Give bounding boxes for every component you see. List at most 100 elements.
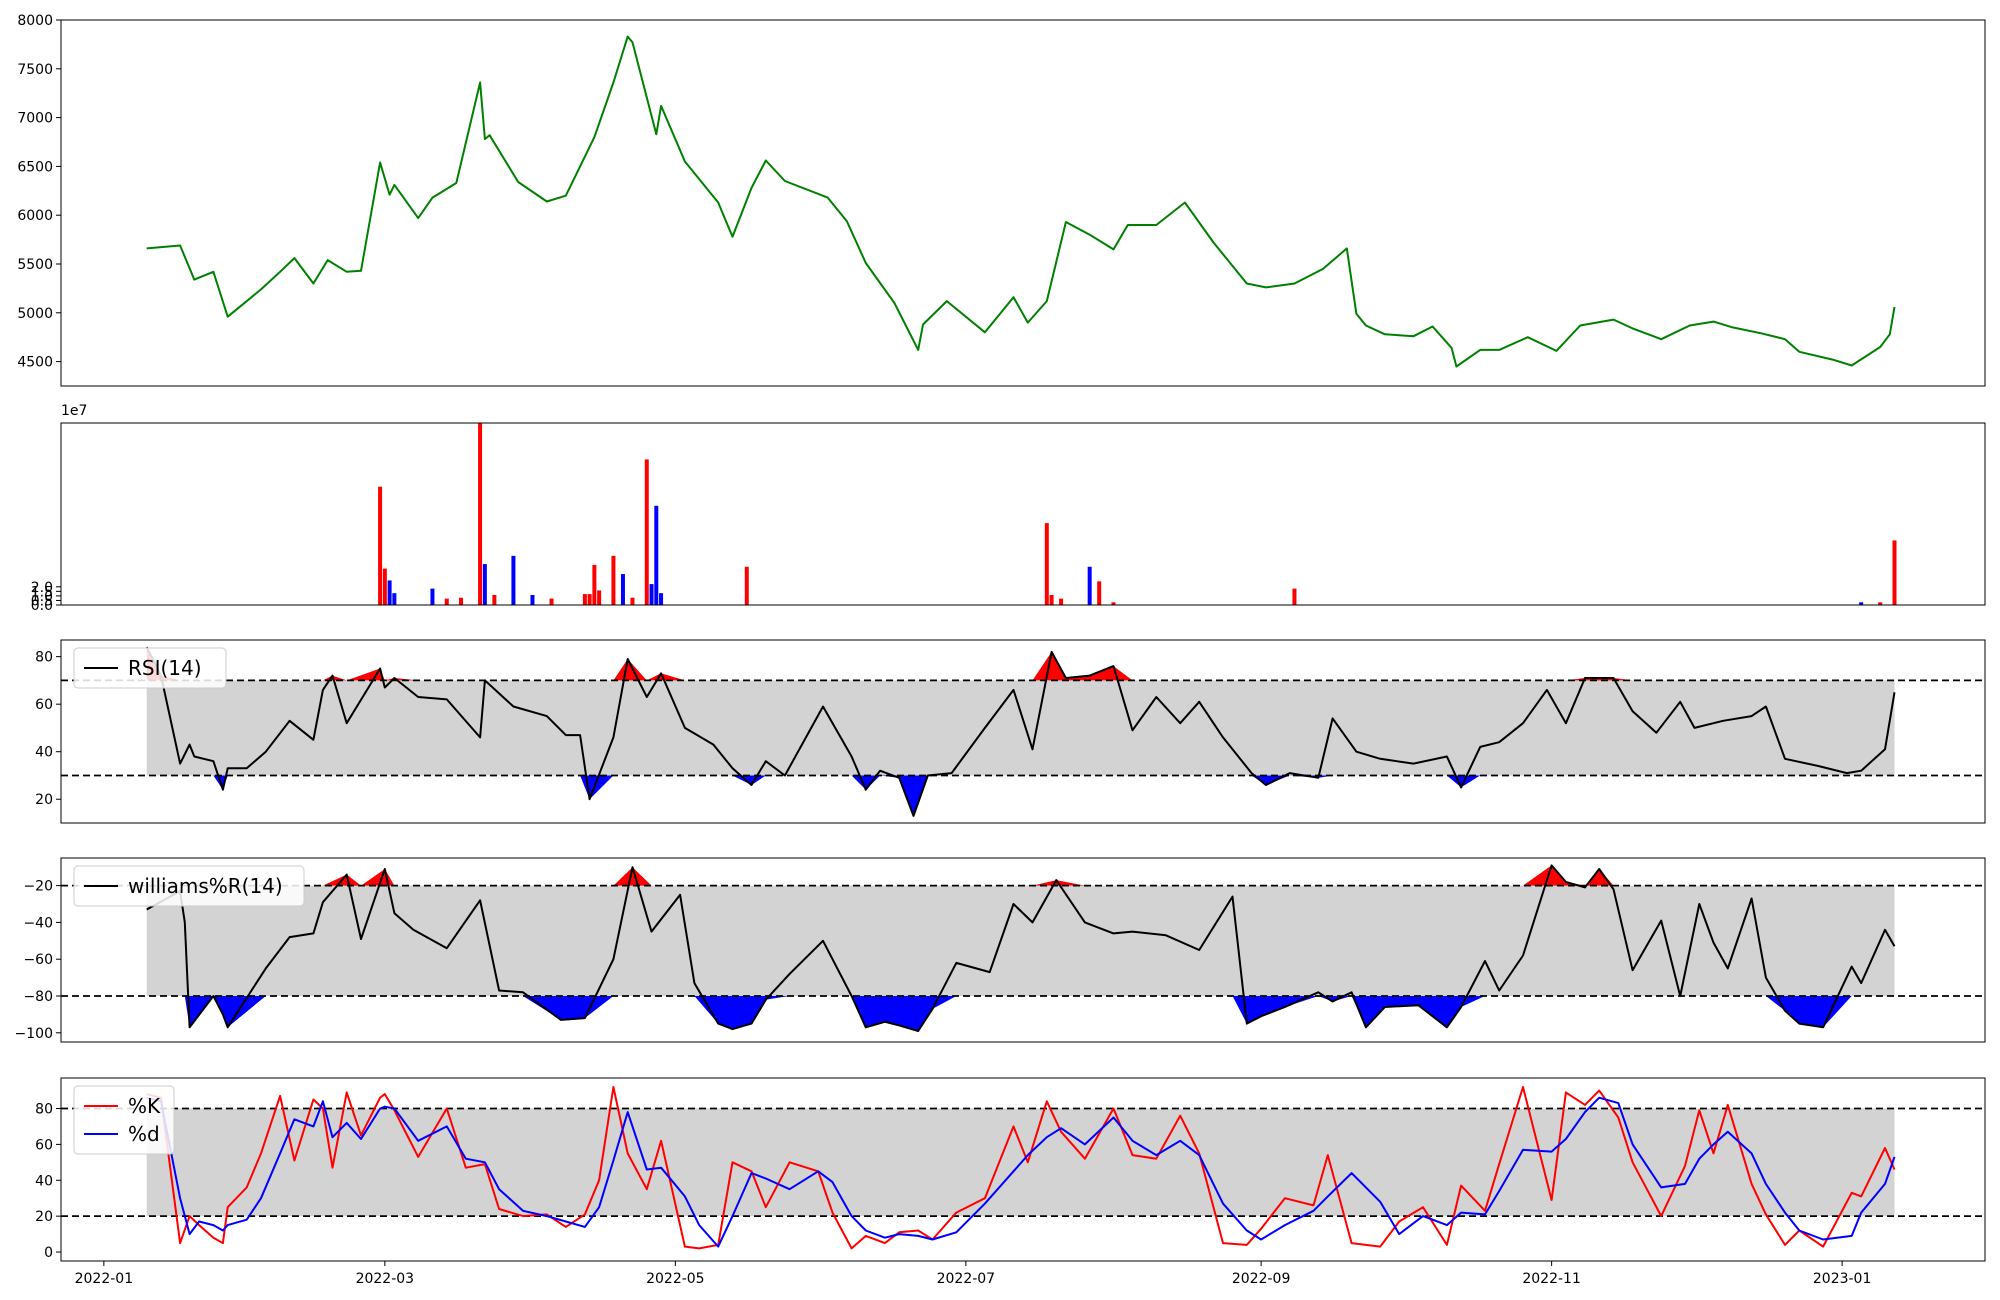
williams-r-panel: −100 −80 −60 −40 −20 williams%R(14) — [15, 857, 1986, 1043]
volume-bar — [1059, 598, 1064, 605]
price-frame — [60, 19, 1986, 387]
volume-bar — [492, 594, 497, 605]
y-tick-label: 20 — [35, 1209, 53, 1225]
x-tick-label: 2022-03 — [356, 1271, 415, 1287]
volume-bar — [630, 597, 635, 605]
y-tick-label: 4500 — [17, 355, 53, 371]
volume-bar — [530, 594, 535, 605]
x-tick-label: 2022-01 — [75, 1271, 134, 1287]
y-tick-label: 5500 — [17, 257, 53, 273]
volume-bar — [444, 598, 449, 605]
volume-bar — [1859, 602, 1864, 605]
y-tick-label: −20 — [23, 879, 53, 895]
rsi-neutral-band — [146, 680, 1895, 776]
volume-bar — [378, 486, 383, 605]
price-background — [61, 20, 1985, 386]
y-tick-label: 7500 — [17, 62, 53, 78]
y-tick-label: 1.0 — [31, 589, 53, 605]
williams-oversold-fill — [146, 996, 1895, 1031]
williams-legend — [73, 865, 305, 907]
y-tick-label: −100 — [15, 1026, 53, 1042]
y-tick-label: 6500 — [17, 159, 53, 175]
volume-bar — [387, 580, 392, 605]
volume-bar — [392, 593, 397, 605]
y-tick-label: 1.5 — [31, 584, 53, 600]
volume-bar — [430, 588, 435, 605]
x-tick-label: 2022-07 — [937, 1271, 996, 1287]
rsi-frame — [60, 639, 1986, 824]
y-tick-label: 60 — [35, 1137, 53, 1153]
y-tick-label: 5000 — [17, 306, 53, 322]
volume-bar — [1097, 581, 1102, 605]
rsi-series-line — [145, 646, 1896, 817]
volume-bar — [587, 594, 592, 605]
stoch-frame — [60, 1077, 1986, 1262]
williams-neutral-band — [146, 885, 1895, 996]
volume-bar — [597, 590, 602, 605]
volume-bar — [1878, 602, 1883, 605]
y-tick-label: 60 — [35, 697, 53, 713]
volume-bar — [478, 423, 483, 605]
y-tick-label: 6000 — [17, 208, 53, 224]
volume-panel: 0.00.51.01.52.0 1e7 — [31, 403, 1986, 614]
stochastic-panel: 0 20 40 60 80 %K %d — [35, 1077, 1986, 1262]
volume-bar — [654, 505, 659, 605]
stoch-legend-label: %K — [128, 1094, 161, 1118]
volume-bar — [1111, 602, 1116, 605]
y-tick-label: 80 — [35, 650, 53, 666]
y-tick-label: 2.0 — [31, 580, 53, 596]
x-tick-label: 2022-05 — [646, 1271, 705, 1287]
volume-bar — [1044, 523, 1049, 605]
williams-legend-label: williams%R(14) — [128, 874, 283, 898]
volume-bar — [582, 594, 587, 605]
stoch-series-line-d — [146, 1096, 1896, 1248]
y-tick-label: 0 — [44, 1245, 53, 1261]
y-tick-label: 7000 — [17, 111, 53, 127]
volume-bar — [482, 564, 487, 605]
volume-bar — [620, 574, 625, 605]
y-tick-label: 40 — [35, 1173, 53, 1189]
williams-overbought-fill — [146, 865, 1895, 886]
volume-bar — [611, 555, 616, 605]
rsi-legend — [73, 647, 227, 689]
volume-bar — [511, 555, 516, 605]
volume-bar — [649, 584, 654, 605]
y-tick-label: 0.0 — [31, 598, 53, 614]
volume-bar — [382, 568, 387, 605]
volume-bar — [1087, 566, 1092, 605]
williams-series-line — [146, 864, 1896, 1032]
y-tick-label: 0.5 — [31, 593, 53, 609]
stoch-legend — [73, 1085, 175, 1155]
williams-frame — [60, 857, 1986, 1043]
rsi-panel: 20 40 60 80 RSI(14) — [35, 639, 1986, 824]
y-tick-label: 80 — [35, 1102, 53, 1118]
volume-bar — [644, 459, 649, 605]
price-series-line — [146, 35, 1896, 368]
volume-bar — [1049, 594, 1054, 605]
price-panel: 4500 5000 5500 6000 6500 7000 7500 8000 — [17, 13, 1986, 387]
x-tick-label: 2023-01 — [1813, 1271, 1872, 1287]
stoch-series-line-k — [146, 1086, 1896, 1250]
volume-background — [61, 423, 1985, 605]
volume-bar — [459, 597, 464, 605]
volume-bar — [744, 566, 749, 605]
stoch-legend-label: %d — [128, 1122, 160, 1146]
volume-bar — [1292, 588, 1297, 605]
y-tick-label: 40 — [35, 745, 53, 761]
volume-bar — [1892, 540, 1897, 605]
y-tick-label: −40 — [23, 915, 53, 931]
x-axis: 2022-01 2022-03 2022-05 2022-07 2022-09 2022-… — [75, 1261, 1872, 1287]
x-tick-label: 2022-11 — [1522, 1271, 1581, 1287]
volume-frame — [60, 422, 1986, 606]
x-tick-label: 2022-09 — [1232, 1271, 1291, 1287]
volume-bar — [659, 593, 664, 605]
y-tick-label: 8000 — [17, 13, 53, 29]
volume-scale-label: 1e7 — [61, 403, 87, 419]
y-tick-label: 20 — [35, 792, 53, 808]
rsi-legend-label: RSI(14) — [128, 656, 202, 680]
y-tick-label: −80 — [23, 989, 53, 1005]
y-tick-label: −60 — [23, 952, 53, 968]
volume-bar — [592, 564, 597, 605]
volume-bar — [549, 598, 554, 605]
